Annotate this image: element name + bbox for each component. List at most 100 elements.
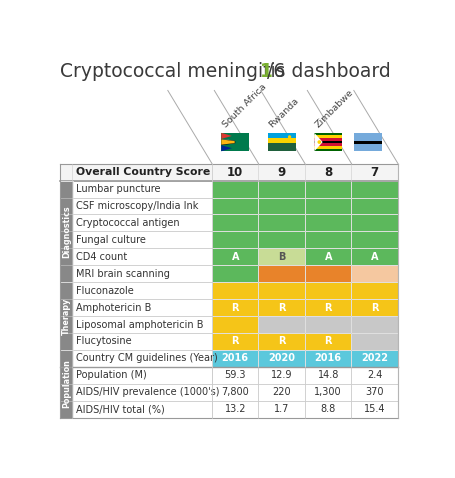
Bar (304, 197, 351, 215)
Bar (212, 384, 258, 401)
Polygon shape (221, 140, 234, 145)
Text: Lumbar puncture: Lumbar puncture (76, 184, 161, 194)
Bar (212, 367, 258, 384)
Bar (258, 367, 304, 384)
Bar (258, 350, 304, 367)
Text: CD4 count: CD4 count (76, 252, 127, 262)
Bar (267, 143, 295, 152)
Bar (212, 181, 258, 197)
Text: Rwanda: Rwanda (267, 97, 300, 130)
Bar (304, 299, 351, 316)
Bar (258, 265, 304, 282)
Bar (304, 401, 351, 418)
Bar (212, 401, 258, 418)
Bar (72, 197, 212, 215)
Text: /6: /6 (267, 62, 285, 81)
Bar (212, 350, 258, 367)
Text: Overall Country Score: Overall Country Score (76, 167, 209, 177)
Text: 2016: 2016 (314, 353, 341, 363)
Bar (258, 401, 304, 418)
Bar (258, 316, 304, 333)
Text: 7: 7 (370, 165, 378, 179)
Bar (351, 248, 397, 265)
Bar (212, 299, 258, 316)
Text: R: R (278, 303, 285, 313)
Bar (313, 138, 341, 141)
Text: Cryptococcal antigen: Cryptococcal antigen (76, 218, 180, 228)
Bar (267, 133, 295, 138)
Text: 15.4: 15.4 (363, 404, 384, 414)
Text: AIDS/HIV total (%): AIDS/HIV total (%) (76, 404, 165, 414)
Bar (72, 282, 212, 299)
Text: Fungal culture: Fungal culture (76, 235, 146, 245)
Text: R: R (278, 337, 285, 347)
Bar (72, 316, 212, 333)
Text: 2.4: 2.4 (366, 370, 382, 380)
Bar (351, 215, 397, 231)
Bar (313, 146, 341, 149)
Text: Cryptococcal meningitis dashboard: Cryptococcal meningitis dashboard (60, 62, 396, 81)
Text: 1: 1 (259, 62, 273, 81)
Bar (212, 282, 258, 299)
Text: A: A (370, 252, 378, 262)
Bar (258, 197, 304, 215)
Bar (351, 231, 397, 248)
Text: Country CM guidelines (Year): Country CM guidelines (Year) (76, 353, 217, 363)
Bar (304, 367, 351, 384)
Text: 14.8: 14.8 (317, 370, 338, 380)
Bar (351, 384, 397, 401)
Bar (351, 316, 397, 333)
Text: B: B (278, 252, 285, 262)
Bar (351, 299, 397, 316)
Text: Diagnostics: Diagnostics (62, 205, 71, 258)
Text: 2020: 2020 (268, 353, 294, 363)
Bar (212, 248, 258, 265)
Text: 2022: 2022 (360, 353, 387, 363)
Bar (212, 333, 258, 350)
Bar (72, 215, 212, 231)
Text: South Africa: South Africa (221, 83, 268, 130)
Bar (304, 248, 351, 265)
Text: A: A (231, 252, 238, 262)
Bar (304, 282, 351, 299)
Bar (60, 181, 72, 282)
Text: Population: Population (62, 359, 71, 408)
Bar (72, 299, 212, 316)
Bar (212, 197, 258, 215)
Bar (351, 350, 397, 367)
Text: 9: 9 (277, 165, 285, 179)
Bar (60, 282, 72, 350)
Bar (351, 401, 397, 418)
Text: 8: 8 (324, 165, 332, 179)
Bar (212, 215, 258, 231)
Text: 12.9: 12.9 (270, 370, 292, 380)
Polygon shape (221, 143, 235, 145)
Bar (72, 231, 212, 248)
Bar (72, 384, 212, 401)
Bar (60, 163, 397, 181)
Bar (258, 282, 304, 299)
Bar (304, 384, 351, 401)
Bar (258, 333, 304, 350)
Bar (304, 316, 351, 333)
Text: 7,800: 7,800 (221, 387, 248, 397)
Text: 10: 10 (227, 165, 243, 179)
Bar (212, 316, 258, 333)
Bar (258, 299, 304, 316)
Bar (313, 133, 341, 135)
Text: Zimbabwe: Zimbabwe (313, 88, 355, 130)
Bar (72, 265, 212, 282)
Bar (72, 401, 212, 418)
Bar (258, 231, 304, 248)
Circle shape (287, 135, 291, 139)
Polygon shape (221, 145, 232, 152)
Bar (351, 197, 397, 215)
Text: Amphotericin B: Amphotericin B (76, 303, 152, 313)
Circle shape (317, 140, 320, 144)
Polygon shape (221, 139, 235, 145)
Text: Population (M): Population (M) (76, 370, 147, 380)
Bar (60, 350, 72, 418)
Bar (313, 135, 341, 138)
Text: A: A (324, 252, 331, 262)
Bar (304, 215, 351, 231)
